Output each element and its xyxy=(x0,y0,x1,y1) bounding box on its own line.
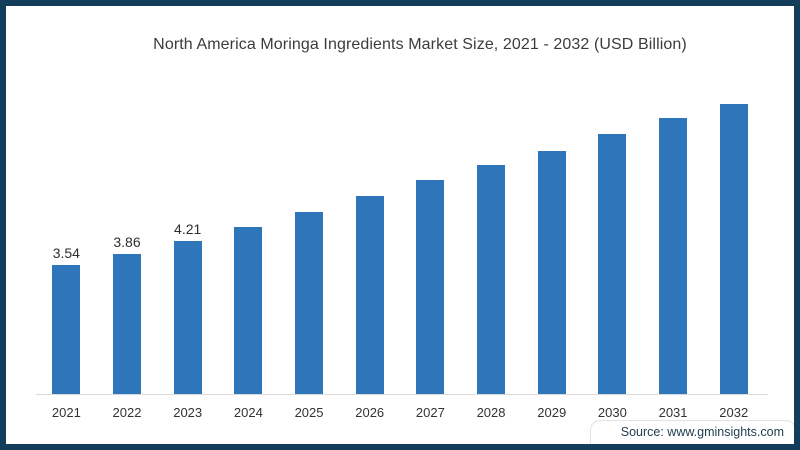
bar-2022 xyxy=(113,254,141,394)
source-box xyxy=(590,420,794,444)
bar-column-2028 xyxy=(461,146,522,394)
bar-2030 xyxy=(598,134,627,394)
bar-2029 xyxy=(537,151,566,394)
bar-2021 xyxy=(52,265,81,394)
bar-2024 xyxy=(234,227,263,394)
x-axis-label-2030: 2030 xyxy=(597,405,627,420)
x-axis-line xyxy=(36,394,768,395)
bar-column-2023: 4.21 xyxy=(157,222,218,394)
x-axis-label-2028: 2028 xyxy=(476,405,506,420)
bar-value-label-2021: 3.54 xyxy=(52,245,80,261)
x-axis-label-2023: 2023 xyxy=(173,405,203,420)
bar-column-2027 xyxy=(400,161,461,394)
bar-2027 xyxy=(416,180,445,394)
bar-column-2030 xyxy=(582,115,643,394)
bar-column-2024 xyxy=(218,208,279,394)
bar-column-2026 xyxy=(339,177,400,394)
bar-column-2025 xyxy=(279,193,340,394)
bar-value-label-2022: 3.86 xyxy=(113,234,141,250)
bar-2032 xyxy=(719,104,748,394)
x-axis-label-2022: 2022 xyxy=(112,405,142,420)
bar-2031 xyxy=(659,118,688,394)
bar-column-2021: 3.54 xyxy=(36,246,97,394)
x-axis-labels: 2021 2022 2023 2024 2025 2026 2027 2028 2029 2030… xyxy=(36,405,764,420)
x-axis-label-2024: 2024 xyxy=(233,405,263,420)
source-attribution: Source: www.gminsights.com xyxy=(620,425,784,439)
bar-column-2029 xyxy=(521,132,582,394)
x-axis-label-2026: 2026 xyxy=(355,405,385,420)
bar-column-2022: 3.86 xyxy=(97,235,158,394)
x-axis-label-2025: 2025 xyxy=(294,405,324,420)
bar-2023 xyxy=(173,241,202,394)
bars: 3.54 3.86 4.21 xyxy=(36,84,764,394)
bar-column-2031 xyxy=(643,99,704,394)
bar-2028 xyxy=(477,165,506,394)
bar-column-2032 xyxy=(703,85,764,394)
bar-2026 xyxy=(355,196,384,394)
chart-title: North America Moringa Ingredients Market… xyxy=(153,36,687,53)
x-axis-label-2032: 2032 xyxy=(719,405,749,420)
x-axis-label-2021: 2021 xyxy=(51,405,81,420)
x-axis-label-2031: 2031 xyxy=(658,405,688,420)
bar-2025 xyxy=(295,212,324,394)
x-axis-label-2029: 2029 xyxy=(537,405,567,420)
x-axis-label-2027: 2027 xyxy=(415,405,445,420)
bar-value-label-2023: 4.21 xyxy=(174,221,202,237)
